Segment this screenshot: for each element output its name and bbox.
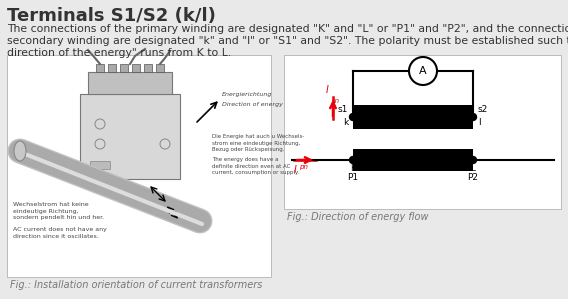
Text: P2: P2: [467, 173, 478, 182]
Circle shape: [349, 156, 357, 164]
FancyBboxPatch shape: [284, 55, 561, 209]
Text: pn: pn: [299, 164, 308, 170]
Text: s1: s1: [337, 105, 348, 114]
Ellipse shape: [14, 141, 26, 161]
Text: The energy does have a
definite direction even at AC
current, consumption or sup: The energy does have a definite directio…: [212, 157, 299, 175]
Text: direction of the energy" runs from K to L.: direction of the energy" runs from K to …: [7, 48, 231, 58]
FancyBboxPatch shape: [120, 64, 128, 72]
FancyBboxPatch shape: [90, 161, 110, 169]
Text: Fig.: Direction of energy flow: Fig.: Direction of energy flow: [287, 212, 428, 222]
Text: I: I: [326, 85, 329, 95]
FancyBboxPatch shape: [96, 64, 104, 72]
FancyBboxPatch shape: [132, 64, 140, 72]
Text: Terminals S1/S2 (k/l): Terminals S1/S2 (k/l): [7, 7, 216, 25]
FancyBboxPatch shape: [7, 55, 271, 277]
Text: l: l: [478, 118, 481, 127]
Text: Fig.: Installation orientation of current transformers: Fig.: Installation orientation of curren…: [10, 280, 262, 290]
Text: The connections of the primary winding are designated "K" and "L" or "P1" and "P: The connections of the primary winding a…: [7, 24, 568, 34]
Text: I: I: [294, 165, 297, 175]
FancyBboxPatch shape: [156, 64, 164, 72]
Text: secondary winding are designated "k" and "l" or "S1" and "S2". The polarity must: secondary winding are designated "k" and…: [7, 36, 568, 46]
FancyBboxPatch shape: [353, 149, 473, 171]
Text: Direction of energy: Direction of energy: [222, 102, 283, 107]
Text: P1: P1: [348, 173, 358, 182]
Text: L: L: [470, 164, 475, 173]
Text: A: A: [419, 66, 427, 76]
Circle shape: [409, 57, 437, 85]
FancyBboxPatch shape: [88, 72, 172, 94]
Text: AC current does not have any
direction since it oscillates.: AC current does not have any direction s…: [13, 227, 107, 239]
Text: k: k: [343, 118, 348, 127]
Text: K: K: [350, 164, 356, 173]
Text: s2: s2: [478, 105, 488, 114]
FancyBboxPatch shape: [80, 94, 180, 179]
Circle shape: [470, 156, 477, 164]
FancyBboxPatch shape: [353, 105, 473, 129]
FancyBboxPatch shape: [108, 64, 116, 72]
Text: Energierichtung: Energierichtung: [222, 92, 273, 97]
Circle shape: [349, 114, 357, 120]
FancyBboxPatch shape: [144, 64, 152, 72]
Text: Wechselstrom hat keine
eindeutige Richtung,
sondern pendelt hin und her.: Wechselstrom hat keine eindeutige Richtu…: [13, 202, 104, 220]
Circle shape: [470, 114, 477, 120]
Text: Die Energie hat auch u Wechsels-
strom eine eindeutige Richtung,
Bezug oder Rück: Die Energie hat auch u Wechsels- strom e…: [212, 134, 304, 152]
Text: sn: sn: [332, 98, 340, 104]
